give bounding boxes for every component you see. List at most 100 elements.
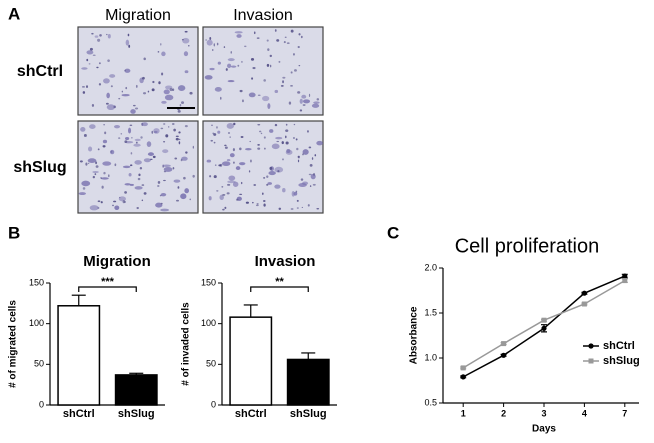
cell — [217, 130, 221, 134]
marker — [460, 374, 466, 380]
marker — [588, 358, 594, 364]
cell — [160, 127, 164, 130]
cell — [124, 183, 131, 186]
cell — [297, 159, 300, 163]
cell — [206, 159, 212, 163]
cell — [236, 34, 242, 38]
cell — [282, 188, 286, 193]
cell — [268, 170, 276, 176]
cell — [232, 148, 235, 152]
cell — [296, 147, 299, 151]
cell — [160, 193, 167, 197]
cell — [185, 151, 188, 154]
cell — [174, 157, 178, 160]
cell — [271, 143, 280, 150]
y-tick-label: 0 — [211, 399, 216, 409]
cell — [301, 206, 304, 209]
marker — [460, 365, 466, 371]
cell — [118, 137, 121, 139]
cell — [291, 190, 295, 197]
cell — [92, 175, 95, 179]
cell — [299, 109, 303, 112]
cell — [128, 44, 131, 48]
cell — [226, 122, 234, 129]
cell — [313, 172, 315, 176]
column-label: Invasion — [233, 7, 293, 24]
cell — [282, 158, 284, 161]
cell — [290, 71, 293, 74]
cell — [262, 95, 270, 102]
cell — [147, 152, 154, 156]
cell — [188, 44, 190, 47]
cell — [122, 165, 131, 169]
cell — [227, 183, 231, 186]
cell — [98, 62, 101, 65]
cell — [118, 196, 126, 202]
cell — [298, 64, 301, 67]
cell — [297, 45, 300, 49]
cell — [209, 175, 212, 178]
chart-title: Migration — [83, 253, 151, 270]
cell — [147, 90, 150, 93]
cell — [178, 131, 181, 134]
y-tick-label: 100 — [29, 318, 44, 328]
cell — [173, 128, 176, 132]
cell — [241, 60, 243, 63]
cell — [256, 37, 260, 40]
cell — [127, 33, 130, 37]
cell — [125, 136, 130, 141]
x-tick-label: shSlug — [118, 408, 155, 420]
cell — [161, 100, 167, 104]
cell — [217, 61, 221, 65]
cell — [224, 146, 228, 149]
cell — [239, 193, 243, 195]
cell — [92, 170, 99, 173]
cell — [114, 205, 120, 211]
cell — [141, 122, 148, 127]
cell — [106, 33, 108, 36]
cell — [124, 140, 128, 144]
cell — [290, 29, 294, 33]
cell — [266, 63, 270, 67]
cell — [140, 136, 143, 139]
cell — [103, 124, 105, 126]
x-axis-label: Days — [532, 424, 556, 435]
cell — [256, 203, 259, 205]
cell — [130, 152, 133, 155]
cell — [143, 192, 147, 195]
cell — [239, 147, 242, 151]
cell — [274, 123, 278, 127]
cell — [263, 200, 266, 202]
cell — [245, 201, 249, 204]
cell — [172, 167, 175, 170]
cell — [142, 76, 145, 80]
cell — [240, 181, 243, 185]
cell — [160, 202, 163, 205]
x-tick-label: shCtrl — [63, 408, 95, 420]
cell — [95, 161, 98, 165]
cell — [173, 179, 181, 183]
cell — [240, 136, 244, 139]
cell — [285, 123, 288, 126]
cell — [269, 129, 274, 133]
cell — [274, 166, 284, 173]
significance-label: *** — [101, 276, 115, 288]
cell — [233, 161, 235, 164]
cell — [100, 201, 103, 204]
row-label: shCtrl — [17, 63, 63, 80]
cell — [307, 130, 309, 133]
cell — [316, 98, 320, 101]
cell — [242, 99, 244, 103]
marker — [622, 273, 628, 279]
chart-title: Cell proliferation — [455, 235, 600, 257]
cell — [179, 104, 182, 107]
cell — [130, 109, 136, 114]
cell — [216, 42, 219, 46]
cell — [113, 200, 117, 203]
cell — [89, 124, 96, 129]
legend-label: shSlug — [603, 355, 640, 367]
cell — [176, 199, 180, 202]
cell — [98, 83, 102, 86]
cell — [233, 122, 236, 126]
